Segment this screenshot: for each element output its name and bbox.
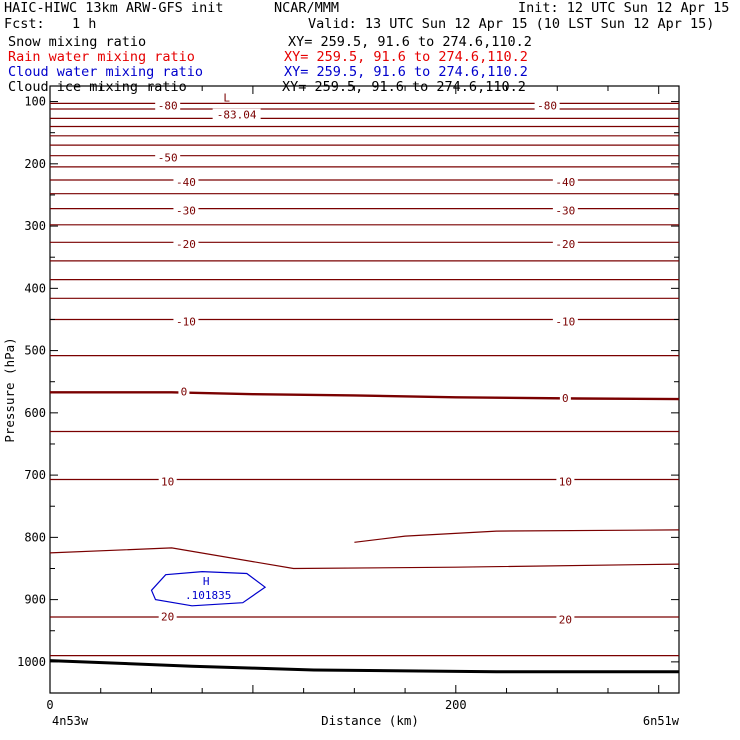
isotherm-contours: [49, 102, 680, 674]
isotherm-line-21: [354, 529, 680, 543]
contour-label-bg-15: [158, 609, 177, 622]
contour-label-11: 0: [181, 386, 188, 399]
org-label: NCAR/MMM: [274, 0, 340, 16]
field-xy-cloud-water: XY= 259.5, 91.6 to 274.6,110.2: [284, 64, 528, 80]
valid-time: Valid: 13 UTC Sun 12 Apr 15 (10 LST Sun …: [308, 16, 715, 32]
contour-label-6: -30: [555, 205, 575, 218]
field-name-rain: Rain water mixing ratio: [8, 49, 195, 65]
low-symbol: L: [223, 92, 230, 105]
plot-border: [49, 85, 680, 694]
field-xy-rain: XY= 259.5, 91.6 to 274.6,110.2: [284, 49, 528, 65]
contour-label-bg-12: [559, 390, 571, 403]
y-tick-label-200: 200: [24, 157, 46, 171]
low-value-bg: [212, 108, 261, 121]
contour-label-bg-0: [155, 98, 181, 111]
contour-label-4: -40: [555, 176, 575, 189]
contour-label-16: 20: [559, 614, 572, 627]
contour-label-3: -40: [176, 176, 196, 189]
forecast-hour: 1 h: [72, 16, 97, 32]
y-tick-label-600: 600: [24, 406, 46, 420]
x-end-location: 6n51w: [643, 714, 680, 728]
y-tick-label-700: 700: [24, 468, 46, 482]
contour-label-15: 20: [161, 610, 174, 623]
contour-label-5: -30: [176, 205, 196, 218]
field-name-cloud-ice: Cloud ice mixing ratio: [8, 79, 187, 95]
low-value: -83.04: [217, 109, 257, 122]
field-xy-snow: XY= 259.5, 91.6 to 274.6,110.2: [288, 34, 532, 50]
x-tick-label-0: 0: [46, 698, 53, 712]
contour-label-13: 10: [161, 475, 174, 488]
contour-label-1: -80: [537, 99, 557, 112]
contour-label-0: -80: [158, 99, 178, 112]
field-name-cloud-water: Cloud water mixing ratio: [8, 64, 204, 80]
contour-label-bg-3: [173, 174, 199, 187]
y-tick-label-1000: 1000: [17, 655, 46, 669]
contour-label-bg-10: [552, 314, 578, 327]
contour-label-7: -20: [176, 238, 196, 251]
contour-label-2: -50: [158, 152, 178, 165]
y-tick-label-400: 400: [24, 281, 46, 295]
y-tick-label-900: 900: [24, 593, 46, 607]
init-time: Init: 12 UTC Sun 12 Apr 15: [518, 0, 730, 16]
contour-label-9: -10: [176, 315, 196, 328]
contour-label-14: 10: [559, 475, 572, 488]
contour-label-bg-5: [173, 203, 199, 216]
forecast-label: Fcst:: [4, 16, 45, 32]
contour-label-bg-7: [173, 237, 199, 250]
field-xy-cloud-ice: XY= 259.5, 91.6 to 274.6,110.2: [282, 79, 526, 95]
y-axis-title: Pressure (hPa): [2, 337, 17, 442]
contour-label-12: 0: [562, 392, 569, 405]
y-tick-label-300: 300: [24, 219, 46, 233]
contour-label-bg-16: [556, 612, 575, 625]
x-start-location: 4n53w: [52, 714, 89, 728]
contour-label-8: -20: [555, 238, 575, 251]
model-title: HAIC-HIWC 13km ARW-GFS init: [4, 0, 224, 16]
contour-label-bg-2: [155, 150, 181, 163]
surface-line: [49, 659, 679, 674]
plot-frame: [49, 85, 680, 694]
field-name-snow: Snow mixing ratio: [8, 34, 147, 50]
isotherm-line-22: [49, 547, 680, 570]
contour-label-bg-11: [178, 384, 190, 397]
high-symbol: H: [203, 575, 210, 588]
contour-label-bg-9: [173, 314, 199, 327]
high-value: .101835: [185, 589, 231, 602]
x-axis-title: Distance (km): [321, 713, 419, 728]
contour-labels: -80 -80 -50 -40 -40 -30 -30 -20 -20 -10 -10 0 0 10 10 2…: [155, 92, 578, 627]
cloud-water-contour: [150, 570, 267, 607]
contour-label-bg-4: [552, 174, 578, 187]
x-tick-label-200: 200: [445, 698, 467, 712]
contour-label-bg-14: [556, 474, 575, 487]
y-tick-label-500: 500: [24, 344, 46, 358]
contour-label-10: -10: [555, 315, 575, 328]
y-tick-label-100: 100: [24, 95, 46, 109]
contour-label-bg-6: [552, 203, 578, 216]
contour-label-bg-1: [534, 98, 560, 111]
isotherm-line-18: [50, 391, 680, 401]
contour-label-bg-8: [552, 237, 578, 250]
contour-label-bg-13: [158, 474, 177, 487]
y-tick-label-800: 800: [24, 530, 46, 544]
